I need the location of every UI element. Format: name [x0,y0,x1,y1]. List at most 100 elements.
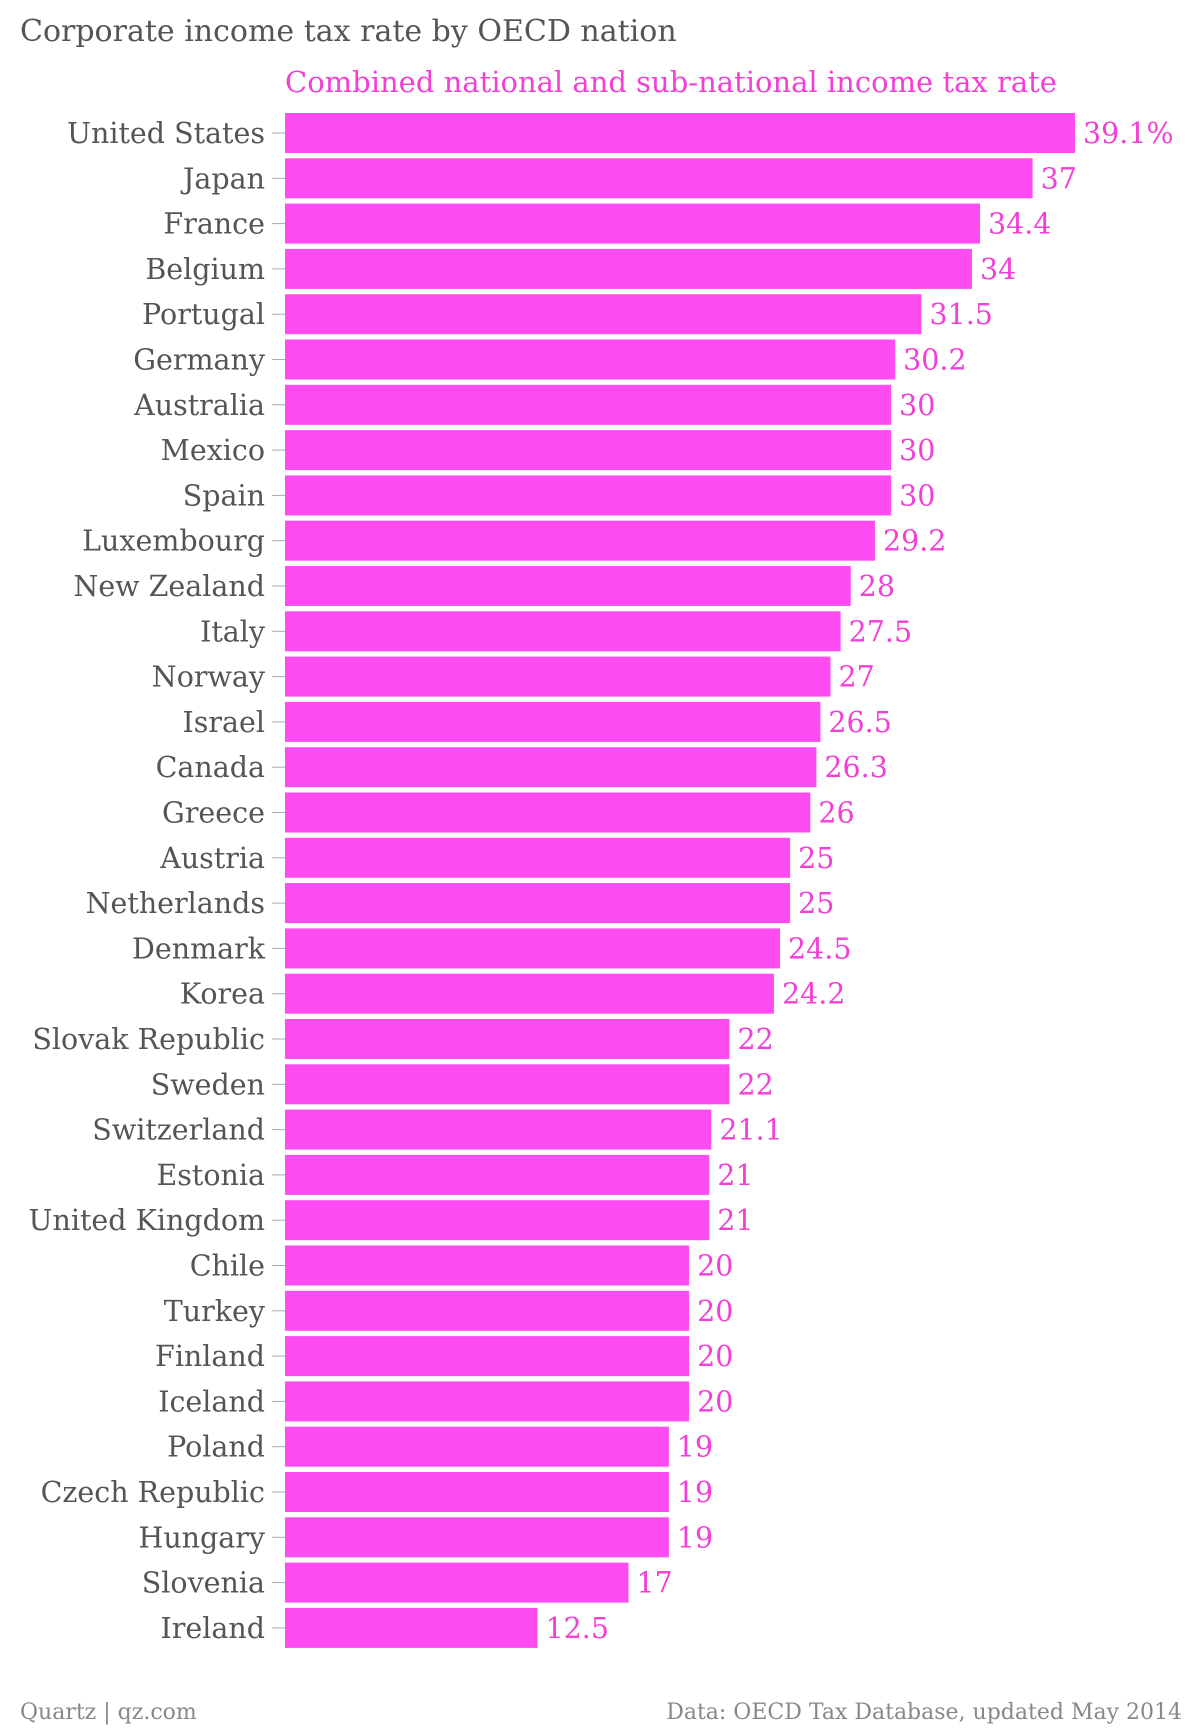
category-label: Ireland [161,1612,265,1645]
category-label: Israel [183,706,265,739]
category-label: Slovak Republic [32,1023,265,1056]
chart-subtitle: Combined national and sub-national incom… [285,65,1057,99]
value-label: 20 [697,1340,733,1373]
category-label: New Zealand [73,570,265,603]
category-label: Denmark [132,932,266,965]
bar [285,1426,669,1467]
bar [285,248,972,289]
bar [285,747,817,788]
bar [285,883,791,924]
category-label: Turkey [164,1295,266,1328]
value-label: 27 [839,661,875,694]
bar [285,384,892,425]
category-label: Iceland [158,1385,265,1418]
value-label: 34 [980,253,1016,286]
category-label: Estonia [156,1159,265,1192]
bar [285,1381,690,1422]
category-label: Luxembourg [82,525,265,558]
category-label: France [163,208,265,241]
footer-credit: Quartz | qz.com [20,1700,197,1725]
value-label: 17 [636,1567,672,1600]
bar [285,430,892,471]
category-label: Hungary [138,1521,265,1554]
category-label: Italy [200,615,266,648]
bar [285,113,1075,153]
bar [285,158,1033,199]
bar [285,973,774,1014]
value-label: 30 [899,434,935,467]
category-label: Australia [133,389,265,422]
category-label: Austria [159,842,265,875]
value-label: 39.1% [1083,117,1174,150]
category-label: Chile [190,1250,265,1283]
bar [285,1109,712,1150]
value-label: 28 [859,570,895,603]
value-label: 22 [738,1068,774,1101]
value-label: 26 [818,797,854,830]
category-label: Finland [155,1340,265,1373]
value-label: 30.2 [903,344,966,377]
category-label: United Kingdom [28,1204,265,1237]
value-label: 26.5 [828,706,891,739]
category-label: Slovenia [142,1567,265,1600]
value-label: 25 [798,842,834,875]
value-label: 29.2 [883,525,946,558]
bar [285,611,841,652]
category-label: Canada [156,751,265,784]
value-label: 21 [717,1204,753,1237]
category-label: Netherlands [86,887,265,920]
bar [285,1064,730,1105]
value-label: 12.5 [546,1612,609,1645]
value-label: 20 [697,1295,733,1328]
bar-series: United States 39.1% Japan 37 France 34.4 Belgi… [28,113,1174,1648]
bar [285,701,821,742]
category-label: Mexico [161,434,265,467]
bar [285,566,851,606]
value-label: 19 [677,1476,713,1509]
value-label: 37 [1041,162,1077,195]
value-label: 34.4 [988,208,1051,241]
value-label: 25 [798,887,834,920]
value-label: 24.2 [782,978,845,1011]
footer-source: Data: OECD Tax Database, updated May 201… [666,1700,1182,1725]
bar [285,294,922,335]
value-label: 19 [677,1521,713,1554]
category-label: Belgium [145,253,265,286]
bar [285,1154,710,1195]
bar [285,1562,629,1603]
category-label: Sweden [151,1068,265,1101]
bar [285,1200,710,1241]
category-label: Poland [167,1431,265,1464]
value-label: 26.3 [824,751,887,784]
category-label: Czech Republic [41,1476,265,1509]
bar [285,656,831,697]
category-label: Korea [180,978,265,1011]
bar [285,1607,538,1648]
value-label: 31.5 [929,298,992,331]
bar [285,792,811,833]
value-label: 21 [717,1159,753,1192]
value-label: 30 [899,479,935,512]
bar [285,1019,730,1059]
value-label: 19 [677,1431,713,1464]
category-label: Switzerland [92,1114,265,1147]
bar [285,520,875,561]
value-label: 24.5 [788,932,851,965]
bar [285,1472,669,1512]
category-label: Portugal [142,298,265,331]
bar [285,1245,690,1286]
value-label: 21.1 [719,1114,782,1147]
bar [285,1336,690,1377]
value-label: 27.5 [849,615,912,648]
bar [285,837,791,878]
category-label: Germany [133,344,266,377]
category-label: Japan [180,162,265,195]
bar [285,1290,690,1331]
chart-title: Corporate income tax rate by OECD nation [20,14,677,49]
value-label: 30 [899,389,935,422]
value-label: 22 [738,1023,774,1056]
category-label: Spain [183,479,265,512]
value-label: 20 [697,1250,733,1283]
bar [285,203,981,244]
